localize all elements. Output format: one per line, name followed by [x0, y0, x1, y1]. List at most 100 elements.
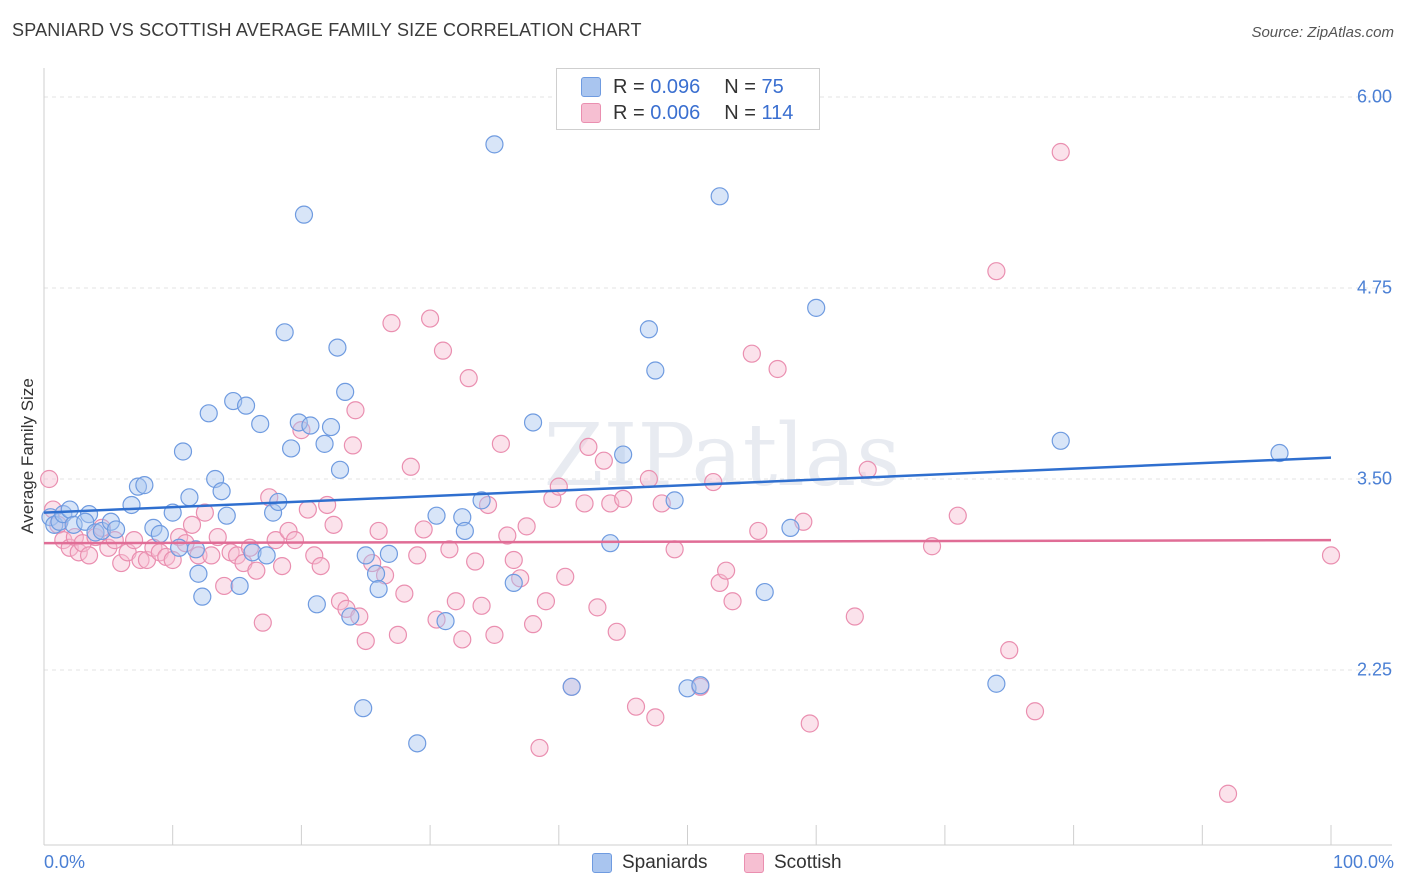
- scottish-point: [208, 527, 227, 547]
- spaniards-point: [257, 546, 276, 565]
- spaniards-point: [436, 612, 455, 631]
- scottish-point: [427, 610, 446, 629]
- spaniards-point: [106, 520, 126, 539]
- scottish-point: [395, 584, 414, 603]
- scottish-point: [253, 613, 272, 632]
- scottish-point: [1321, 546, 1341, 565]
- stats-row-spaniards: R = 0.096 N = 75: [581, 75, 784, 99]
- scottish-point: [845, 607, 864, 626]
- n-value: 75: [761, 75, 784, 98]
- y-tick-label: 3.50: [1356, 468, 1392, 489]
- scottish-point: [202, 546, 221, 565]
- legend-label: Scottish: [774, 852, 842, 873]
- spaniards-legend-swatch: [592, 853, 612, 873]
- scottish-point: [195, 503, 214, 522]
- scottish-point: [704, 472, 723, 492]
- spaniards-point: [212, 482, 231, 501]
- spaniards-point: [86, 523, 105, 542]
- x-tick-label-min: 0.0%: [44, 852, 86, 872]
- legend-item-scottish[interactable]: Scottish: [744, 852, 842, 874]
- scottish-point: [1218, 784, 1238, 803]
- spaniards-point: [275, 323, 294, 342]
- gridlines: [44, 96, 1392, 671]
- spaniards-point: [665, 491, 684, 510]
- spaniards-point: [755, 582, 774, 602]
- scottish-point: [523, 615, 543, 634]
- legend-label: Spaniards: [622, 852, 708, 873]
- spaniards-point: [356, 546, 375, 565]
- spaniards-point: [710, 187, 729, 206]
- scottish-point: [549, 477, 568, 496]
- scottish-point: [346, 401, 365, 420]
- scottish-point: [948, 506, 967, 525]
- source-label: Source: ZipAtlas.com: [1251, 24, 1394, 41]
- spaniards-point: [294, 205, 314, 224]
- scottish-point: [717, 561, 736, 580]
- spaniards-point: [60, 500, 79, 519]
- stats-legend: R = 0.096 N = 75 R = 0.006 N = 114: [556, 68, 820, 130]
- scottish-point: [504, 550, 523, 570]
- spaniards-point: [523, 413, 543, 432]
- scottish-point: [588, 598, 607, 617]
- spaniards-point: [330, 460, 350, 479]
- scottish-point: [369, 521, 388, 541]
- scottish-point: [858, 460, 877, 479]
- spaniards-point: [379, 544, 399, 563]
- spaniards-point: [691, 676, 710, 695]
- spaniards-point: [217, 506, 236, 525]
- scottish-point: [408, 546, 427, 565]
- spaniards-point: [301, 416, 320, 435]
- spaniards-point: [199, 404, 218, 423]
- spaniards-swatch: [581, 77, 601, 97]
- scottish-swatch: [581, 103, 601, 123]
- scottish-point: [987, 262, 1006, 281]
- scottish-point: [453, 630, 472, 649]
- scottish-point: [112, 553, 131, 573]
- spaniards-point: [315, 434, 334, 453]
- spaniards-point: [455, 521, 474, 541]
- scottish-point: [215, 576, 234, 596]
- scottish-point: [356, 631, 375, 651]
- scottish-point: [311, 556, 330, 576]
- scottish-point: [1051, 142, 1070, 162]
- scottish-point: [247, 561, 266, 580]
- scottish-point: [466, 552, 485, 571]
- scottish-trend-line: [43, 538, 1332, 545]
- spaniards-point: [180, 488, 199, 507]
- r-label: R =: [613, 75, 645, 98]
- axes: [43, 68, 1392, 846]
- spaniards-point: [453, 508, 472, 527]
- spaniards-point: [639, 320, 658, 339]
- spaniards-point: [408, 734, 427, 753]
- y-tick-label: 2.25: [1356, 659, 1392, 680]
- n-value: 114: [761, 101, 794, 124]
- scottish-point: [305, 546, 324, 565]
- scottish-point: [446, 592, 465, 611]
- spaniards-point: [189, 564, 208, 583]
- scottish-point: [472, 596, 491, 615]
- spaniards-point: [336, 382, 355, 402]
- spaniards-point: [781, 518, 800, 537]
- stats-row-scottish: R = 0.006 N = 114: [581, 101, 793, 125]
- spaniards-point: [263, 503, 283, 522]
- spaniards-point: [485, 135, 504, 154]
- scottish-point: [298, 500, 317, 519]
- spaniards-point: [173, 442, 193, 461]
- r-value: 0.006: [650, 101, 701, 124]
- spaniards-point: [369, 579, 388, 599]
- scottish-point: [414, 520, 433, 539]
- scottish-point: [607, 622, 626, 641]
- spaniards-point: [128, 477, 148, 496]
- spaniards-point: [366, 564, 386, 583]
- scottish-point: [723, 592, 742, 611]
- spaniards-point: [807, 298, 826, 317]
- scottish-point: [1000, 641, 1019, 660]
- spaniards-point: [135, 476, 154, 495]
- spaniards-point: [193, 587, 212, 606]
- spaniards-point: [601, 534, 620, 553]
- scottish-point: [511, 569, 530, 588]
- r-label: R =: [613, 101, 645, 124]
- spaniards-point: [186, 540, 205, 559]
- legend-item-spaniards[interactable]: Spaniards: [592, 852, 708, 874]
- scottish-point: [491, 434, 510, 453]
